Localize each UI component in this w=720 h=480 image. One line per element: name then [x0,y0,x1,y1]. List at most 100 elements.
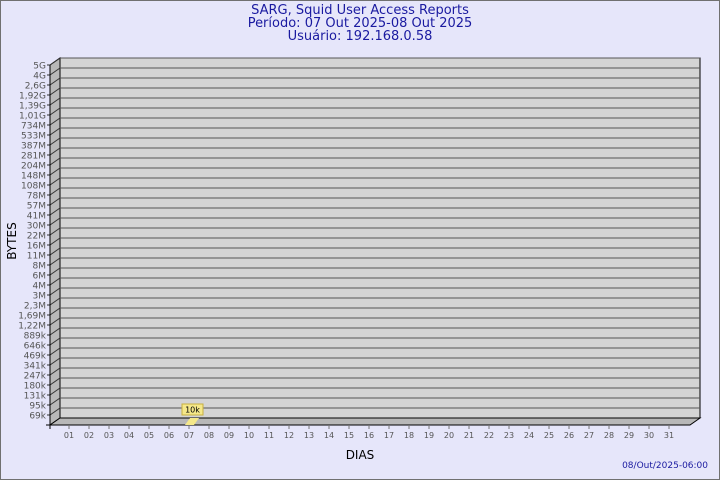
gridline-side [49,387,61,396]
y-tick-label: 16M [27,242,46,252]
gridline-side [49,397,61,406]
gridline-side [49,317,61,326]
x-tick-label: 26 [564,431,574,440]
y-tick-label: 387M [21,142,46,152]
y-tick-label: 1,01G [19,112,46,122]
gridline-side [49,117,61,126]
gridline-side [49,87,61,96]
y-tick-label: 469k [24,352,47,362]
y-tick-label: 1,92G [19,92,46,102]
gridline-side [49,107,61,116]
x-tick-label: 05 [144,431,154,440]
bar-value-label: 10k [185,406,200,415]
x-tick-label: 04 [124,431,134,440]
floor [48,417,702,426]
x-tick-label: 16 [364,431,374,440]
y-tick-label: 108M [21,182,46,192]
gridline-side [49,247,61,256]
x-axis-title: DIAS [346,448,375,462]
x-tick-label: 03 [104,431,114,440]
gridline-side [49,197,61,206]
footer-timestamp: 08/Out/2025-06:00 [622,461,708,471]
x-tick-label: 18 [404,431,414,440]
y-tick-label: 11M [27,252,46,262]
y-tick-label: 78M [27,192,46,202]
gridline-side [49,207,61,216]
y-tick-label: 30M [27,222,46,232]
gridline-side [49,227,61,236]
gridline-side [49,137,61,146]
gridline-side [49,337,61,346]
x-tick-label: 07 [184,431,194,440]
x-tick-label: 17 [384,431,394,440]
x-tick-label: 22 [484,431,494,440]
x-tick-label: 29 [624,431,634,440]
chart-title: SARG, Squid User Access Reports [251,3,469,18]
y-tick-label: 1,22M [18,322,46,332]
y-tick-label: 8M [33,262,47,272]
y-tick-label: 889k [24,332,47,342]
gridline-side [49,147,61,156]
y-tick-label: 3M [33,292,47,302]
bar-label-box [181,403,204,416]
x-tick-label: 13 [304,431,314,440]
x-tick-label: 19 [424,431,434,440]
y-tick-label: 57M [27,202,46,212]
gridline-side [49,57,61,66]
y-tick-label: 204M [21,162,46,172]
y-tick-label: 4G [33,72,46,82]
y-tick-label: 1,39G [19,102,46,112]
x-tick-label: 15 [344,431,354,440]
x-tick-label: 20 [444,431,454,440]
x-tick-label: 11 [264,431,274,440]
bar [185,418,199,425]
gridline-side [49,307,61,316]
y-axis-title: BYTES [5,222,19,259]
chart-period: Período: 07 Out 2025-08 Out 2025 [247,16,473,31]
x-tick-label: 06 [164,431,174,440]
gridline-side [49,377,61,386]
y-tick-label: 180k [24,382,47,392]
gridline-side [49,287,61,296]
gridline-side [49,257,61,266]
chart-user: Usuário: 192.168.0.58 [287,29,433,44]
x-tick-label: 12 [284,431,294,440]
x-tick-label: 02 [84,431,94,440]
y-tick-label: 6M [33,272,47,282]
y-tick-label: 247k [24,372,47,382]
x-tick-label: 21 [464,431,474,440]
gridline-side [49,97,61,106]
gridline-side [49,297,61,306]
x-tick-label: 30 [644,431,654,440]
y-tick-label: 4M [33,282,47,292]
y-tick-label: 1,69M [18,312,46,322]
x-tick-label: 01 [64,431,74,440]
y-tick-label: 95k [29,402,46,412]
y-tick-label: 341k [24,362,47,372]
x-tick-label: 10 [244,431,254,440]
gridline-side [49,157,61,166]
gridline-side [49,267,61,276]
y-tick-label: 281M [21,152,46,162]
y-tick-label: 2,6G [25,82,46,92]
gridline-side [49,67,61,76]
x-tick-label: 23 [504,431,514,440]
gridline-side [49,177,61,186]
gridline-side [49,347,61,356]
gridline-side [49,237,61,246]
gridline-side [49,187,61,196]
x-tick-label: 24 [524,431,534,440]
y-tick-label: 69k [29,412,46,422]
x-tick-label: 28 [604,431,614,440]
gridline-side [49,127,61,136]
x-tick-label: 25 [544,431,554,440]
gridline-side [49,77,61,86]
y-tick-label: 131k [24,392,47,402]
gridline-side [49,217,61,226]
gridline-side [49,167,61,176]
gridline-side [49,367,61,376]
y-tick-label: 148M [21,172,46,182]
x-tick-label: 09 [224,431,234,440]
y-tick-label: 5G [33,62,46,72]
